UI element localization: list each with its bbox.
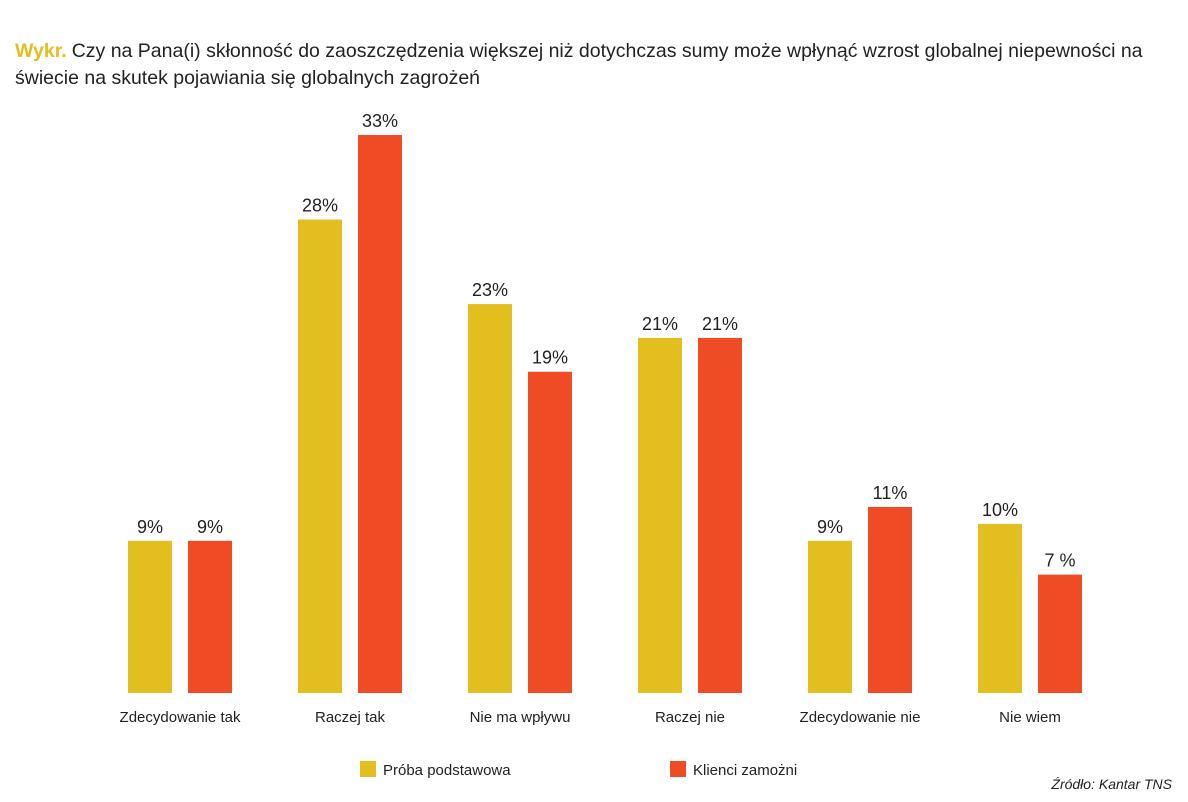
bar-klienci-zamozni [1038,574,1082,693]
bar-klienci-zamozni [528,371,572,693]
bar-proba-podstawowa [808,540,852,693]
bar-proba-podstawowa [978,523,1022,693]
legend-swatch [670,761,686,777]
legend-label: Klienci zamożni [693,762,797,779]
bar-proba-podstawowa [468,304,512,693]
bar-value-label: 28% [302,196,338,216]
bar-value-label: 33% [362,111,398,131]
chart-title: Wykr. Czy na Pana(i) skłonność do zaoszcz… [15,38,1165,92]
title-text: Czy na Pana(i) skłonność do zaoszczędzen… [15,40,1143,89]
x-tick-label: Zdecydowanie nie [800,709,921,726]
x-tick-label: Nie ma wpływu [470,709,571,726]
bar-value-label: 9% [137,517,163,537]
bar-value-label: 9% [197,517,223,537]
bar-proba-podstawowa [128,540,172,693]
x-tick-label: Nie wiem [999,709,1061,726]
bar-proba-podstawowa [638,337,682,693]
bar-value-label: 19% [532,348,568,368]
bar-value-label: 10% [982,500,1018,520]
bar-value-label: 9% [817,517,843,537]
bar-value-label: 21% [642,314,678,334]
bar-klienci-zamozni [188,540,232,693]
bar-klienci-zamozni [358,135,402,693]
bar-value-label: 11% [873,483,908,503]
x-tick-label: Raczej tak [315,709,386,726]
legend-label: Próba podstawowa [383,762,511,779]
bar-value-label: 7 % [1044,551,1075,571]
legend-swatch [360,761,376,777]
source-note: Źródło: Kantar TNS [1051,776,1172,792]
x-tick-label: Raczej nie [655,709,725,726]
bar-value-label: 23% [472,280,508,300]
bar-klienci-zamozni [698,337,742,693]
bar-klienci-zamozni [868,507,912,693]
bar-proba-podstawowa [298,219,342,693]
figure-prefix: Wykr. [15,40,67,62]
x-tick-label: Zdecydowanie tak [120,709,241,726]
bar-value-label: 21% [702,314,738,334]
